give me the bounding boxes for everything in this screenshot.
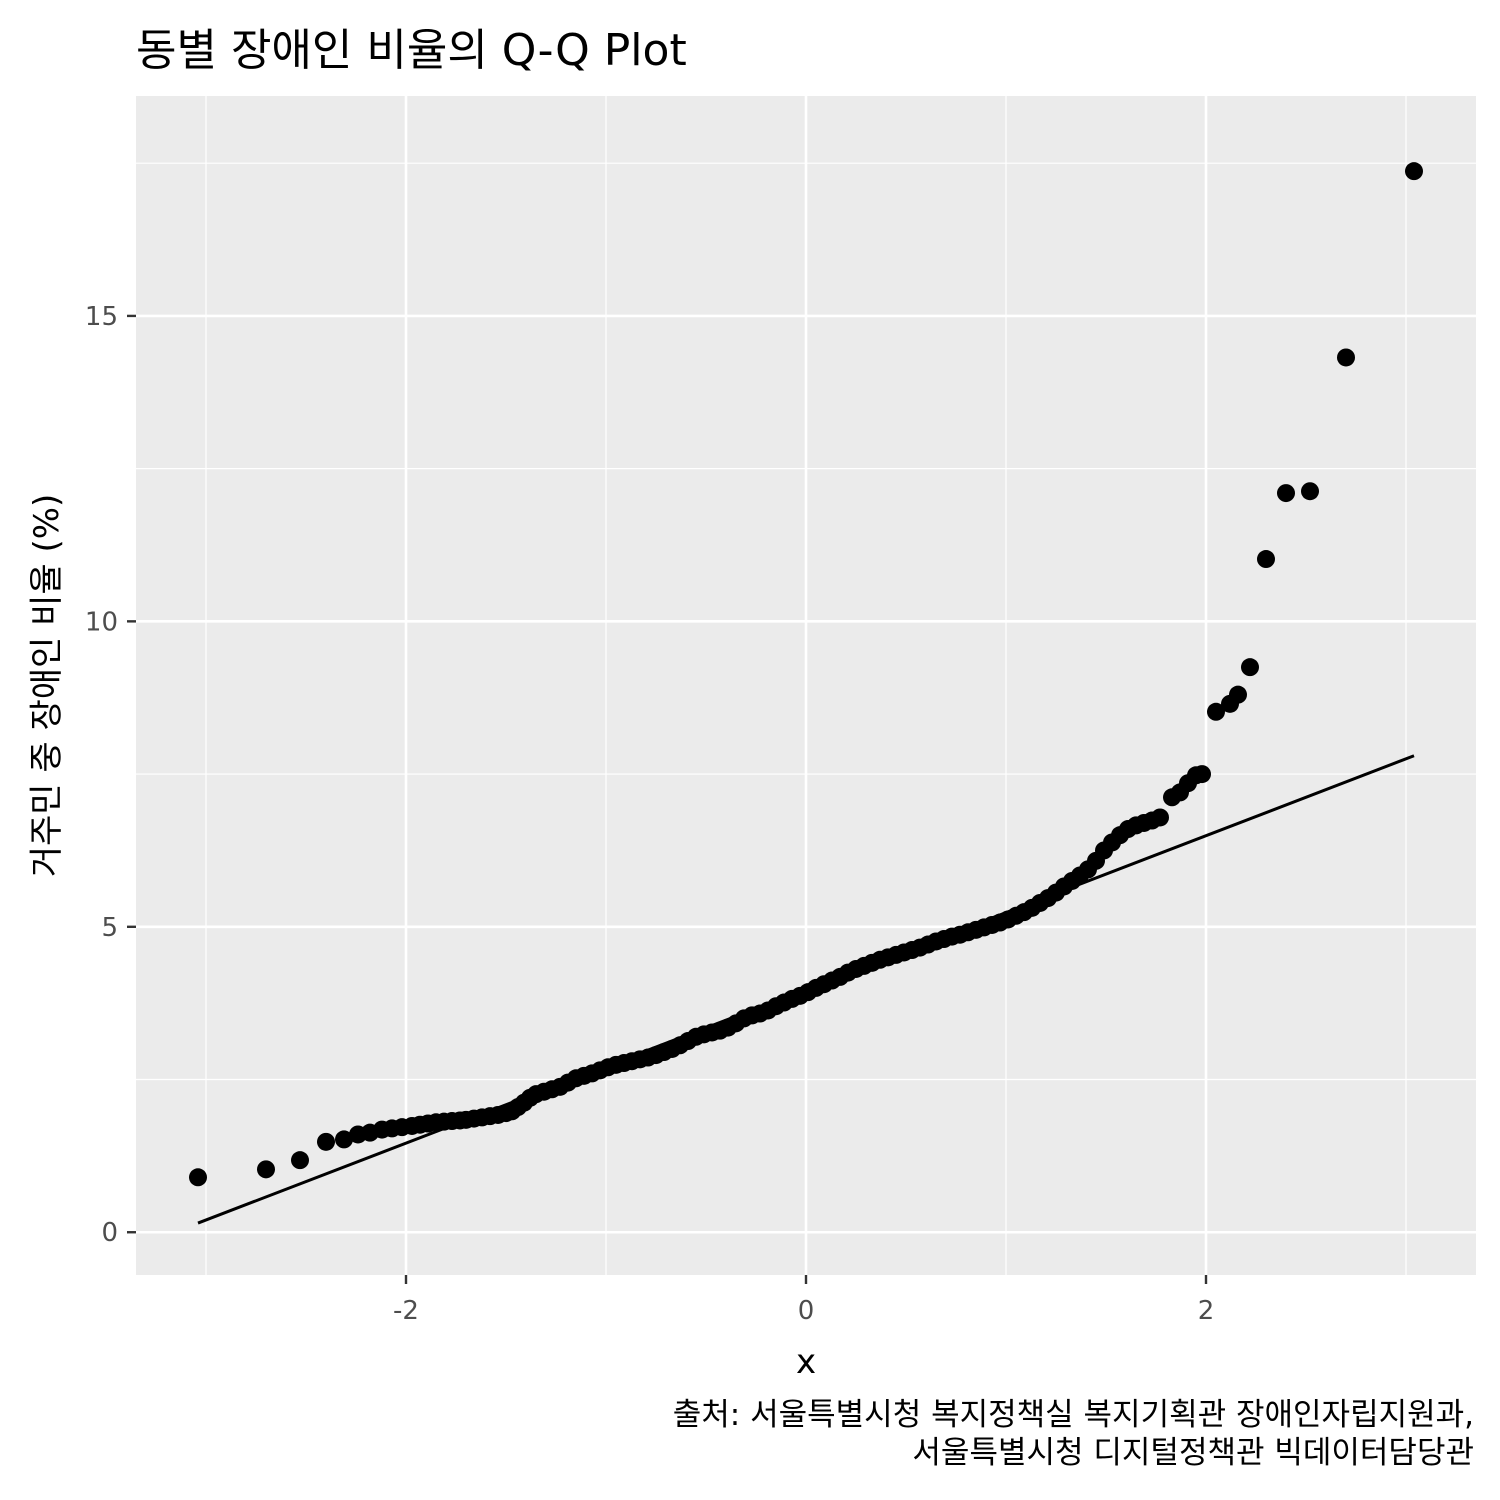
caption-line-1: 출처: 서울특별시청 복지정책실 복지기획관 장애인자립지원과, bbox=[672, 1397, 1474, 1433]
data-point bbox=[335, 1130, 353, 1149]
data-point bbox=[1337, 348, 1355, 367]
y-axis: 0 5 10 15 bbox=[85, 302, 136, 1248]
chart-title: 동별 장애인 비율의 Q-Q Plot bbox=[136, 25, 687, 76]
x-tick-label: 0 bbox=[798, 1296, 815, 1326]
data-point bbox=[1277, 484, 1295, 503]
data-point bbox=[1241, 658, 1259, 677]
y-tick-label: 5 bbox=[101, 913, 118, 943]
data-point bbox=[1229, 685, 1247, 704]
data-point bbox=[1151, 808, 1169, 827]
data-point bbox=[257, 1160, 275, 1179]
x-axis-title: x bbox=[796, 1342, 816, 1382]
y-tick-label: 0 bbox=[101, 1218, 118, 1248]
major-gridlines bbox=[136, 96, 1476, 1275]
y-tick-label: 10 bbox=[85, 607, 118, 637]
caption-line-2: 서울특별시청 디지털정책관 빅데이터담당관 bbox=[912, 1435, 1474, 1471]
x-tick-label: 2 bbox=[1198, 1296, 1215, 1326]
y-axis-title: 거주민 중 장애인 비율 (%) bbox=[27, 494, 67, 878]
data-point bbox=[1207, 702, 1225, 721]
data-points bbox=[189, 162, 1423, 1187]
x-axis: -2 0 2 bbox=[393, 1275, 1214, 1326]
data-point bbox=[291, 1151, 309, 1170]
y-tick-label: 15 bbox=[85, 302, 118, 332]
source-caption: 출처: 서울특별시청 복지정책실 복지기획관 장애인자립지원과, 서울특별시청 … bbox=[673, 1396, 1474, 1472]
data-point bbox=[317, 1132, 335, 1151]
data-point bbox=[1405, 162, 1423, 181]
data-point bbox=[1257, 550, 1275, 569]
data-point bbox=[1193, 765, 1211, 784]
data-point bbox=[1301, 482, 1319, 501]
data-point bbox=[189, 1168, 207, 1187]
x-tick-label: -2 bbox=[393, 1296, 419, 1326]
